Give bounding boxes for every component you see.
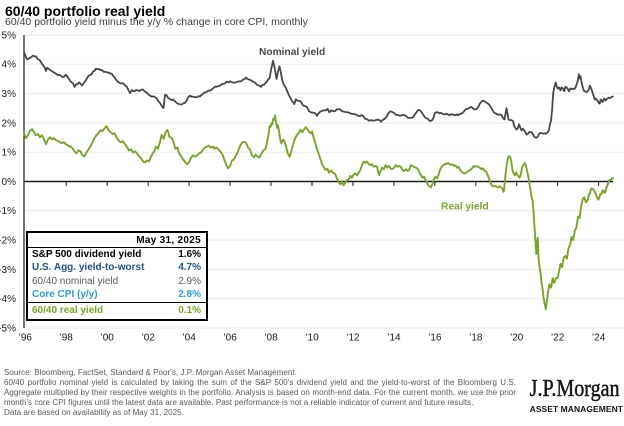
svg-text:’20: ’20 [510, 333, 524, 344]
svg-text:’22: ’22 [551, 333, 565, 344]
svg-text:0%: 0% [2, 177, 17, 188]
svg-text:’16: ’16 [428, 333, 442, 344]
svg-text:’02: ’02 [142, 333, 156, 344]
svg-text:’14: ’14 [387, 333, 401, 344]
svg-text:2%: 2% [2, 118, 17, 129]
svg-text:-2%: -2% [0, 236, 16, 247]
svg-text:5%: 5% [2, 30, 17, 41]
svg-text:’04: ’04 [182, 333, 196, 344]
svg-text:’12: ’12 [346, 333, 360, 344]
svg-text:-1%: -1% [0, 206, 16, 217]
svg-text:’98: ’98 [60, 333, 74, 344]
svg-text:’06: ’06 [223, 333, 237, 344]
svg-text:’18: ’18 [469, 333, 483, 344]
svg-text:4%: 4% [2, 60, 17, 71]
svg-text:’10: ’10 [305, 333, 319, 344]
svg-text:Real yield: Real yield [441, 202, 489, 213]
svg-text:’08: ’08 [264, 333, 278, 344]
svg-text:3%: 3% [2, 89, 17, 100]
svg-text:’96: ’96 [19, 333, 33, 344]
svg-text:’00: ’00 [101, 333, 115, 344]
svg-text:-5%: -5% [0, 323, 16, 334]
svg-text:Nominal yield: Nominal yield [259, 47, 325, 58]
svg-text:-4%: -4% [0, 294, 16, 305]
svg-text:-3%: -3% [0, 265, 16, 276]
svg-text:’24: ’24 [592, 333, 606, 344]
svg-text:1%: 1% [2, 148, 17, 159]
